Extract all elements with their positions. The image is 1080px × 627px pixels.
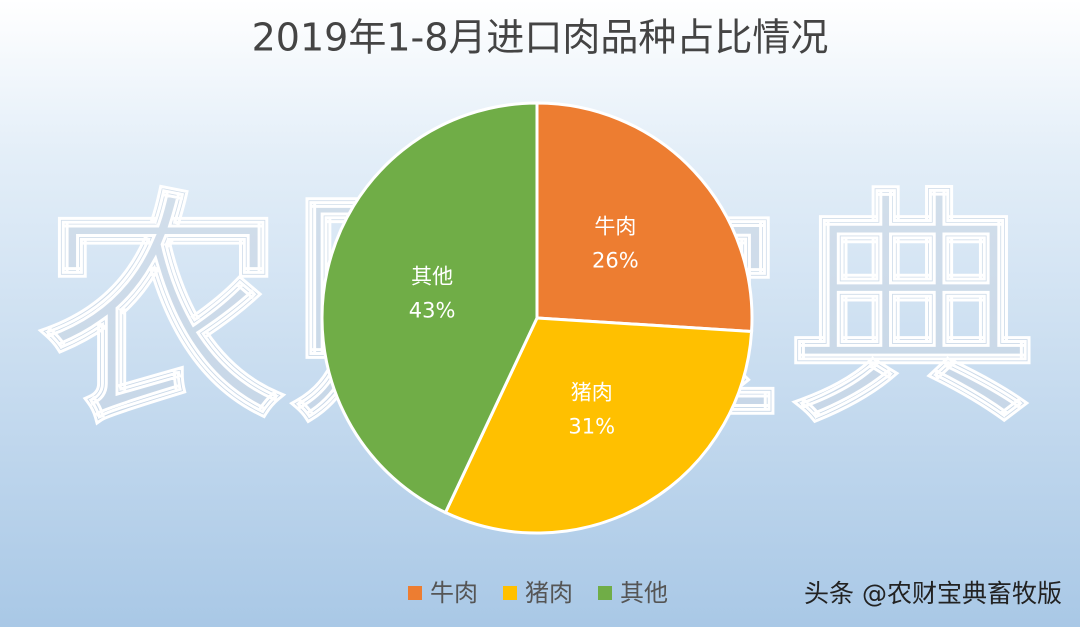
- chart-title: 2019年1-8月进口肉品种占比情况: [252, 16, 829, 60]
- legend-label: 猪肉: [525, 579, 573, 607]
- slice-category-label: 猪肉: [571, 381, 613, 405]
- legend-swatch: [503, 586, 517, 600]
- pie-slice: [443, 316, 754, 535]
- footer: 头条 @农财宝典畜牧版: [804, 579, 1062, 608]
- legend-swatch: [408, 586, 422, 600]
- legend-swatch: [598, 586, 612, 600]
- pie-slice: [320, 101, 539, 515]
- pie-slice: [535, 101, 754, 334]
- slice-value-label: 31%: [568, 415, 615, 439]
- legend-label: 其他: [620, 579, 668, 607]
- slice-value-label: 26%: [592, 248, 639, 272]
- legend-label: 牛肉: [430, 579, 478, 607]
- slice-category-label: 其他: [411, 265, 453, 289]
- slice-value-label: 43%: [409, 299, 456, 323]
- slice-category-label: 牛肉: [594, 214, 636, 238]
